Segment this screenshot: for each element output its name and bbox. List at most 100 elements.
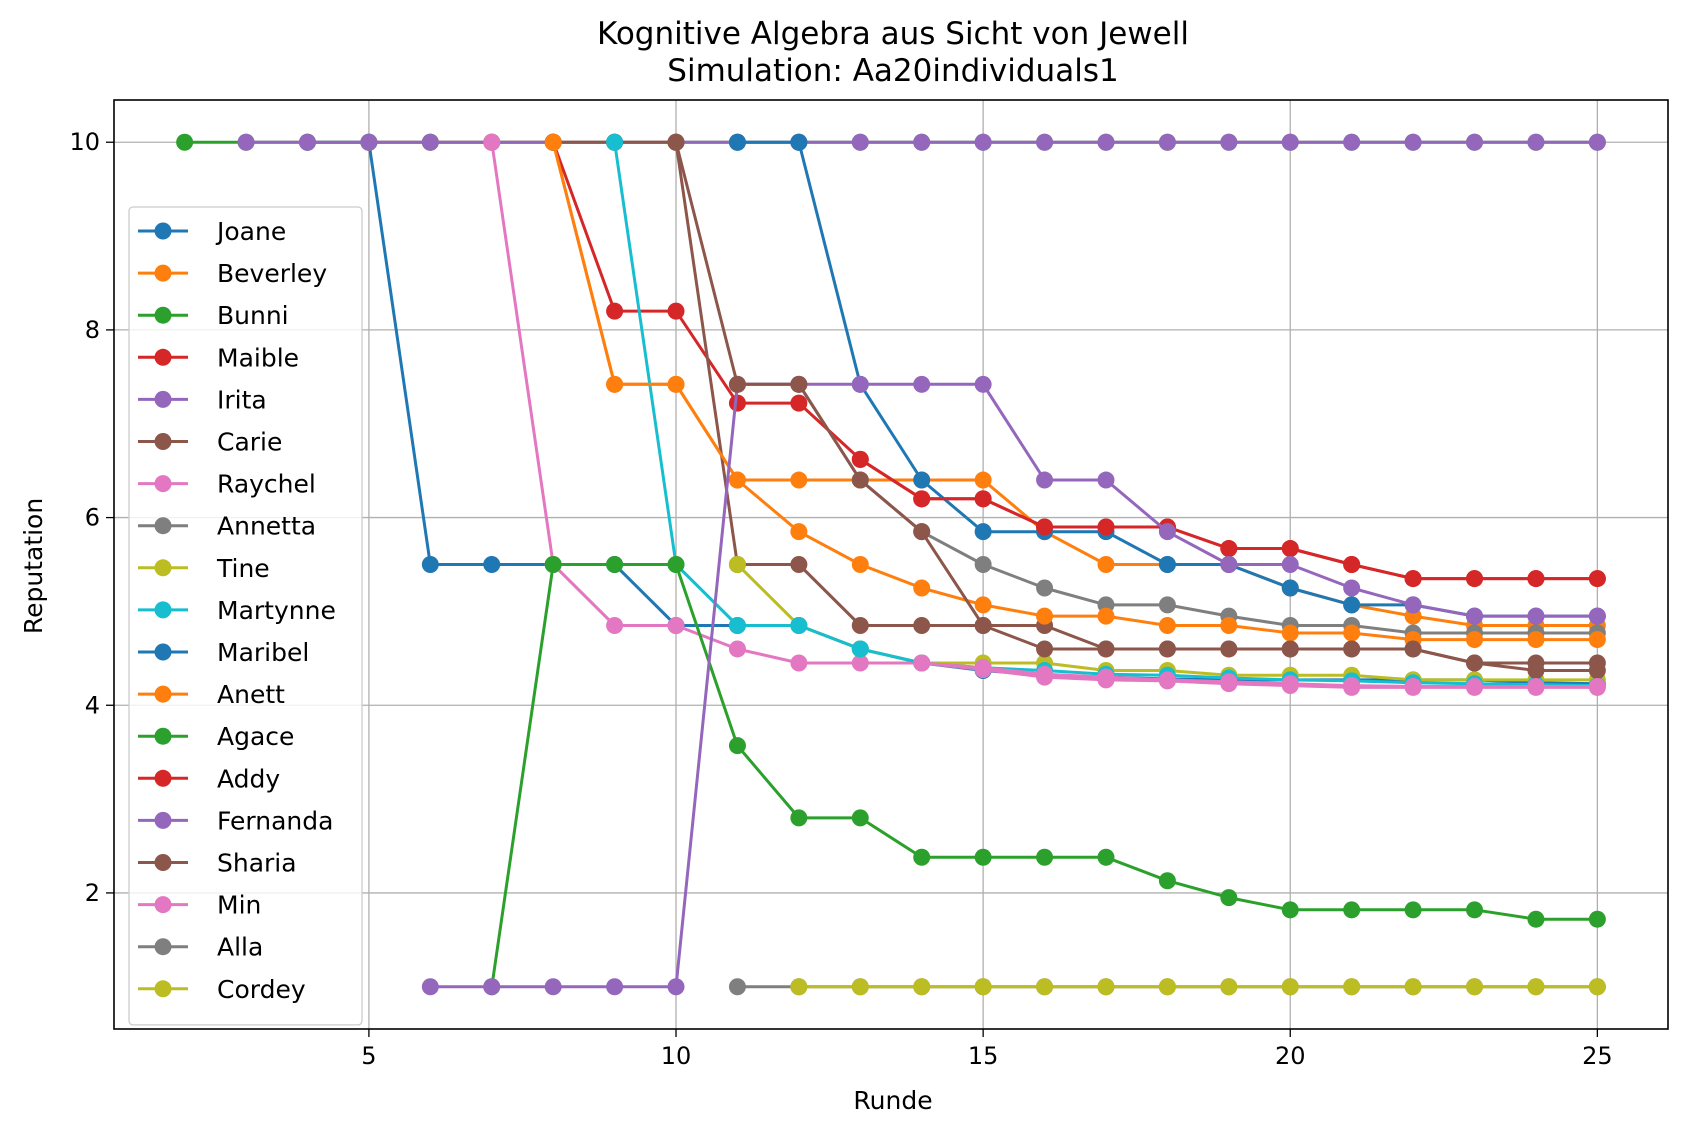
- series-cordey: [790, 978, 1606, 996]
- data-point: [483, 556, 501, 573]
- data-point: [1404, 978, 1422, 996]
- data-point: [790, 133, 808, 151]
- legend-label: Bunni: [217, 301, 289, 330]
- legend-label: Irita: [217, 385, 267, 414]
- data-point: [1343, 579, 1361, 597]
- data-point: [483, 133, 501, 151]
- data-point: [1036, 665, 1054, 683]
- legend-label: Maribel: [217, 638, 309, 667]
- data-point: [1097, 848, 1115, 866]
- legend-item: Min: [138, 891, 261, 920]
- data-point: [790, 375, 808, 393]
- data-point: [913, 471, 931, 489]
- series-agace: [483, 556, 1606, 996]
- data-point: [974, 556, 992, 573]
- y-axis-label: Reputation: [19, 498, 48, 634]
- data-point: [1343, 640, 1361, 658]
- legend-label: Min: [217, 891, 261, 920]
- legend-item: Cordey: [138, 975, 306, 1004]
- data-point: [544, 556, 562, 573]
- y-tick-label: 10: [69, 128, 100, 156]
- y-tick-label: 4: [85, 691, 100, 719]
- data-point: [1588, 910, 1606, 928]
- data-point: [1158, 523, 1176, 541]
- data-point: [1158, 556, 1176, 573]
- data-point: [790, 523, 808, 541]
- data-point: [1404, 570, 1422, 588]
- data-point: [974, 471, 992, 489]
- data-point: [667, 375, 685, 393]
- legend-swatch-marker: [154, 896, 172, 914]
- data-point: [1097, 556, 1115, 573]
- series-line: [551, 141, 1598, 642]
- data-point: [1404, 596, 1422, 614]
- data-point: [974, 659, 992, 677]
- data-point: [1527, 570, 1545, 588]
- data-point: [728, 616, 746, 634]
- series-anett: [544, 133, 1606, 649]
- data-point: [1036, 518, 1054, 536]
- legend-item: Carie: [138, 428, 282, 457]
- data-point: [1588, 133, 1606, 151]
- data-point: [606, 978, 624, 996]
- data-point: [913, 654, 931, 672]
- data-point: [913, 490, 931, 508]
- data-point: [1220, 889, 1238, 907]
- data-point: [1588, 631, 1606, 649]
- data-point: [667, 556, 685, 573]
- data-point: [360, 133, 378, 151]
- data-point: [1036, 640, 1054, 658]
- legend-label: Tine: [216, 554, 270, 583]
- data-point: [483, 978, 501, 996]
- data-point: [1036, 579, 1054, 597]
- data-point: [974, 375, 992, 393]
- legend-swatch-marker: [154, 980, 172, 998]
- data-point: [1036, 848, 1054, 866]
- data-point: [1466, 901, 1484, 919]
- data-point: [851, 556, 869, 573]
- data-point: [1158, 133, 1176, 151]
- data-point: [1404, 133, 1422, 151]
- legend-label: Joane: [215, 217, 286, 246]
- data-point: [667, 616, 685, 634]
- data-point: [1588, 662, 1606, 680]
- legend-item: Addy: [138, 764, 280, 793]
- data-point: [1220, 673, 1238, 691]
- data-point: [728, 133, 746, 151]
- series-line: [430, 382, 1598, 989]
- legend-label: Raychel: [217, 470, 316, 499]
- legend-swatch-marker: [154, 811, 172, 829]
- data-point: [1281, 901, 1299, 919]
- series-min: [913, 654, 1606, 695]
- legend-item: Maribel: [138, 638, 309, 667]
- data-point: [913, 579, 931, 597]
- chart-subtitle: Simulation: Aa20individuals1: [667, 53, 1118, 89]
- data-point: [1220, 556, 1238, 573]
- data-point: [728, 375, 746, 393]
- data-point: [1343, 901, 1361, 919]
- legend-label: Anett: [217, 680, 285, 709]
- data-point: [1281, 556, 1299, 573]
- x-axis-label: Runde: [853, 1086, 932, 1115]
- x-tick-label: 20: [1275, 1042, 1306, 1070]
- data-point: [974, 978, 992, 996]
- data-point: [1588, 978, 1606, 996]
- legend: Joane Beverley Bunni Maible Irita Carie Rayche…: [128, 206, 363, 1026]
- data-point: [790, 394, 808, 412]
- data-point: [851, 375, 869, 393]
- data-point: [1527, 607, 1545, 625]
- data-point: [606, 302, 624, 320]
- data-point: [1097, 978, 1115, 996]
- data-point: [913, 523, 931, 541]
- legend-swatch-marker: [154, 517, 172, 535]
- data-point: [851, 616, 869, 634]
- legend-label: Beverley: [217, 259, 327, 288]
- legend-swatch-marker: [154, 769, 172, 787]
- legend-swatch-marker: [154, 222, 172, 240]
- legend-swatch-marker: [154, 433, 172, 450]
- data-point: [421, 556, 439, 573]
- data-point: [176, 133, 194, 151]
- data-point: [1404, 677, 1422, 695]
- legend-item: Agace: [138, 722, 294, 751]
